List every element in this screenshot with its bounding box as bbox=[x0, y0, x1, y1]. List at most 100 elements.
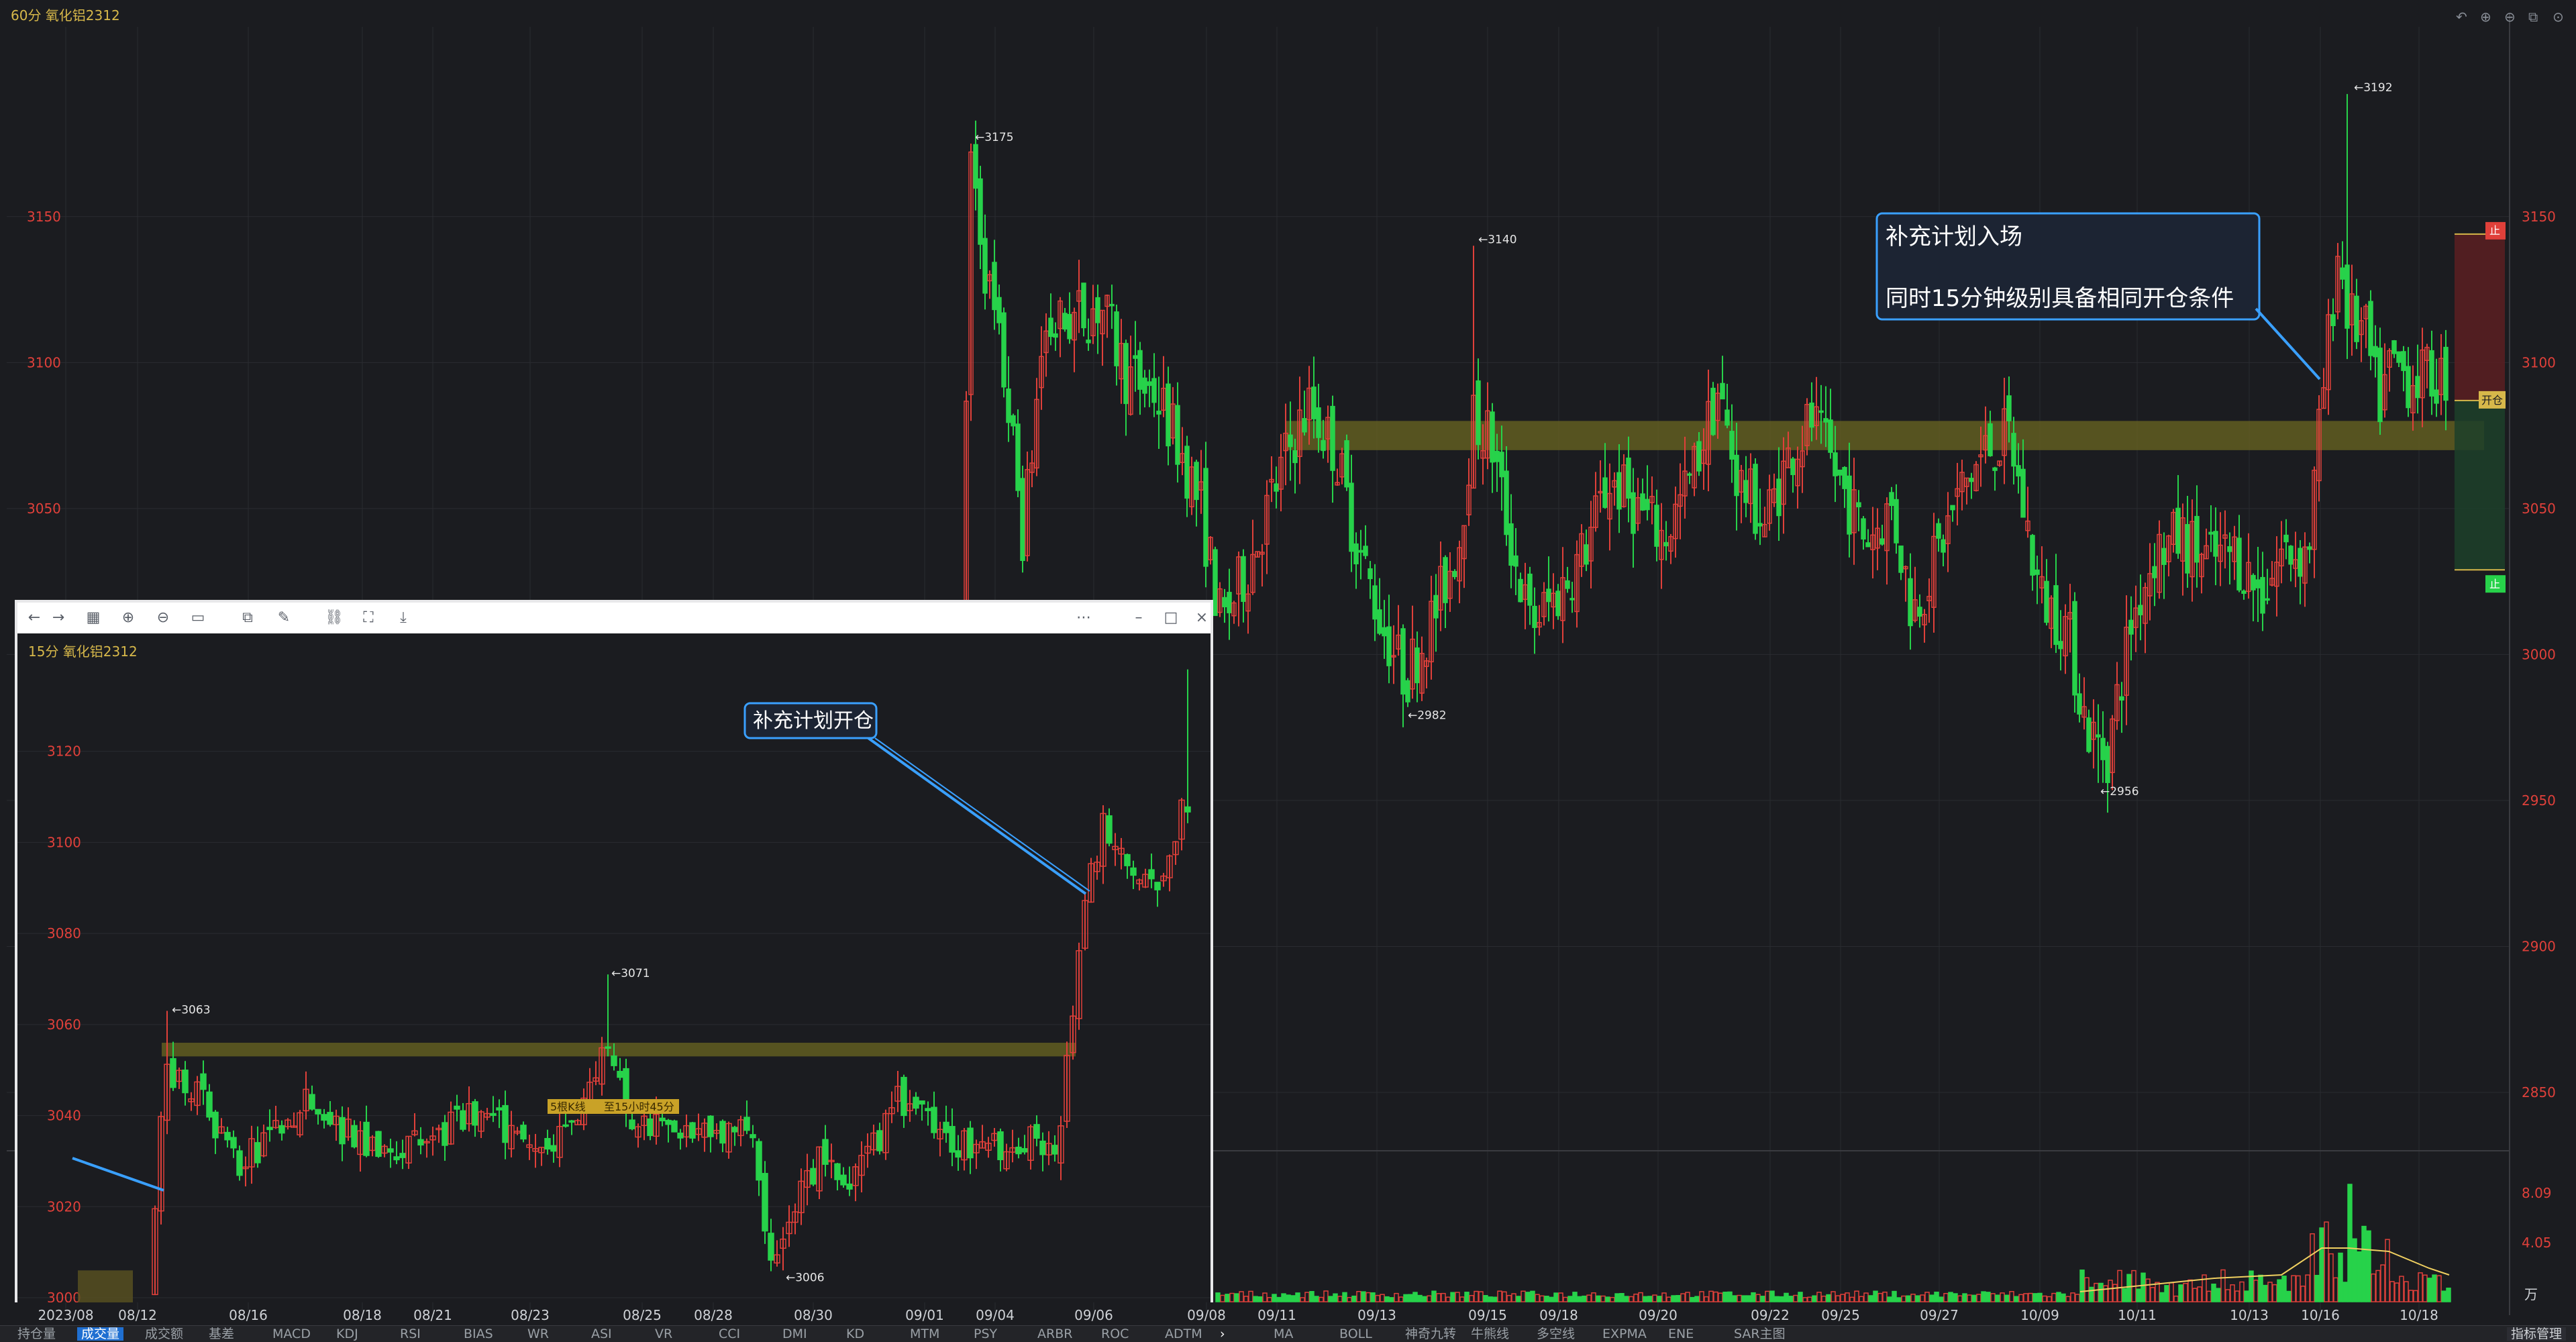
settings-icon[interactable]: ⊙ bbox=[2553, 9, 2564, 25]
volume-bar bbox=[1765, 1290, 1770, 1302]
indicator-tab[interactable]: RSI bbox=[400, 1327, 421, 1341]
candle-body bbox=[2345, 264, 2350, 329]
candle-body bbox=[1504, 470, 1509, 535]
candle-body bbox=[1518, 578, 1523, 603]
candle-body bbox=[1565, 580, 1570, 589]
popup-candle-body bbox=[756, 1141, 762, 1181]
candle-body bbox=[1809, 402, 1814, 428]
candle-body bbox=[2002, 408, 2007, 456]
popup-candle-body bbox=[339, 1117, 346, 1145]
tab-arrow-right-icon[interactable]: › bbox=[1220, 1327, 1225, 1341]
popup-candle-body bbox=[1124, 854, 1131, 866]
volume-bar bbox=[1441, 1292, 1446, 1302]
back-icon[interactable]: ← bbox=[28, 609, 41, 626]
indicator-tab[interactable]: 成交额 bbox=[145, 1327, 184, 1341]
indicator-tab[interactable]: 持仓量 bbox=[17, 1327, 56, 1341]
popup-chart[interactable]: 3120 3100 3080 3060 3040 3020 3000 ←3063 ←3071 ←3… bbox=[17, 633, 1210, 1302]
copy-icon[interactable]: ⧉ bbox=[242, 609, 253, 626]
indicator-tab[interactable]: 牛熊线 bbox=[1471, 1327, 1510, 1341]
popup-window-15min[interactable]: ← → ▦ ⊕ ⊖ ▭ ⧉ ✎ ⛓ ⛶ ⤓ ⋯ – □ × 3120 3100 30… bbox=[15, 600, 1213, 1302]
indicator-tab[interactable]: SAR主图 bbox=[1734, 1327, 1786, 1341]
minimize-icon[interactable]: – bbox=[1135, 609, 1143, 626]
popup-candle-body bbox=[713, 1129, 720, 1134]
popup-candle-body bbox=[556, 1126, 563, 1158]
main-toolbar[interactable]: ↶ ⊕ ⊖ ⧉ ⊙ bbox=[2456, 9, 2564, 25]
volume-bar bbox=[1605, 1296, 1610, 1302]
volume-bar bbox=[1257, 1296, 1263, 1302]
popup-candle-body bbox=[786, 1221, 792, 1235]
popup-candle-body bbox=[496, 1107, 503, 1111]
chart-type-icon[interactable]: ▭ bbox=[191, 609, 205, 626]
candle-body bbox=[1804, 404, 1810, 446]
indicator-tab[interactable]: 成交量 bbox=[77, 1327, 124, 1341]
volume-bar bbox=[2103, 1285, 2108, 1302]
indicator-manage-button[interactable]: 指标管理 bbox=[2507, 1327, 2567, 1341]
forward-icon[interactable]: → bbox=[52, 609, 65, 626]
maximize-icon[interactable]: □ bbox=[1164, 609, 1178, 626]
indicator-tab[interactable]: MA bbox=[1274, 1327, 1294, 1341]
window-icon[interactable]: ⧉ bbox=[2528, 9, 2538, 25]
candle-body bbox=[2138, 605, 2143, 615]
popup-candle-body bbox=[387, 1148, 394, 1153]
candle-body bbox=[2377, 348, 2383, 423]
volume-bar bbox=[1525, 1292, 1531, 1302]
indicator-tab[interactable]: MTM bbox=[910, 1327, 940, 1341]
indicator-tab[interactable]: BOLL bbox=[1339, 1327, 1372, 1341]
indicator-tab[interactable]: WR bbox=[527, 1327, 549, 1341]
indicator-tab[interactable]: 神奇九转 bbox=[1405, 1327, 1457, 1341]
candle-body bbox=[1964, 477, 1969, 487]
grid-icon[interactable]: ▦ bbox=[86, 609, 101, 626]
popup-toolbar[interactable]: ← → ▦ ⊕ ⊖ ▭ ⧉ ✎ ⛓ ⛶ ⤓ ⋯ – □ × bbox=[17, 603, 1210, 633]
indicator-tab[interactable]: ADTM bbox=[1165, 1327, 1202, 1341]
popup-candle-body bbox=[737, 1119, 744, 1137]
indicator-tab[interactable]: VR bbox=[655, 1327, 673, 1341]
indicator-tab[interactable]: ROC bbox=[1101, 1327, 1129, 1341]
popup-candle-body bbox=[876, 1130, 883, 1151]
candle-body bbox=[2081, 706, 2087, 718]
volume-bar bbox=[1502, 1291, 1507, 1302]
zoom-in-icon[interactable]: ⊕ bbox=[2480, 9, 2491, 25]
indicator-tab[interactable]: KD bbox=[846, 1327, 865, 1341]
indicator-tab[interactable]: PSY bbox=[974, 1327, 998, 1341]
popup-candle-body bbox=[641, 1115, 648, 1127]
indicator-tab[interactable]: DMI bbox=[782, 1327, 807, 1341]
indicator-tab[interactable]: ENE bbox=[1668, 1327, 1694, 1341]
popup-candle-body bbox=[731, 1127, 738, 1133]
indicator-tab[interactable]: 基差 bbox=[209, 1327, 235, 1341]
candle-body bbox=[1053, 333, 1058, 338]
fullscreen-icon[interactable]: ⛶ bbox=[363, 609, 374, 626]
volume-bar bbox=[2032, 1293, 2038, 1302]
indicator-tab[interactable]: ARBR bbox=[1037, 1327, 1073, 1341]
volume-bar bbox=[2183, 1282, 2188, 1302]
edit-icon[interactable]: ✎ bbox=[277, 609, 291, 626]
undo-icon[interactable]: ↶ bbox=[2456, 9, 2467, 25]
popup-candle-body bbox=[1118, 847, 1125, 855]
volume-bar bbox=[1474, 1290, 1479, 1302]
popup-candle-body bbox=[774, 1254, 780, 1263]
indicator-tab[interactable]: ASI bbox=[591, 1327, 612, 1341]
candle-body bbox=[1884, 503, 1890, 552]
volume-bar bbox=[2314, 1274, 2320, 1302]
candle-body bbox=[1720, 382, 1725, 400]
indicator-tab[interactable]: CCI bbox=[719, 1327, 741, 1341]
zoom-out-icon[interactable]: ⊖ bbox=[156, 609, 170, 626]
volume-bar bbox=[1915, 1295, 1920, 1302]
indicator-tab[interactable]: KDJ bbox=[336, 1327, 358, 1341]
candle-body bbox=[2274, 562, 2279, 587]
indicator-tab[interactable]: BIAS bbox=[464, 1327, 493, 1341]
indicator-tab[interactable]: 多空线 bbox=[1537, 1327, 1576, 1341]
zoom-out-icon[interactable]: ⊖ bbox=[2504, 9, 2516, 25]
indicator-tab[interactable]: MACD bbox=[272, 1327, 311, 1341]
link-icon[interactable]: ⛓ bbox=[325, 609, 344, 626]
close-icon[interactable]: × bbox=[1195, 609, 1208, 626]
zoom-in-icon[interactable]: ⊕ bbox=[121, 609, 135, 626]
candle-body bbox=[1142, 377, 1147, 394]
volume-bar bbox=[1431, 1290, 1437, 1302]
candle-body bbox=[1029, 462, 1035, 473]
indicator-tab[interactable]: EXPMA bbox=[1602, 1327, 1647, 1341]
more-icon[interactable]: ⋯ bbox=[1076, 609, 1091, 626]
download-icon[interactable]: ⤓ bbox=[400, 609, 407, 626]
volume-bar bbox=[1769, 1290, 1775, 1302]
popup-candle-body bbox=[665, 1119, 672, 1125]
popup-candle-body bbox=[224, 1131, 231, 1141]
